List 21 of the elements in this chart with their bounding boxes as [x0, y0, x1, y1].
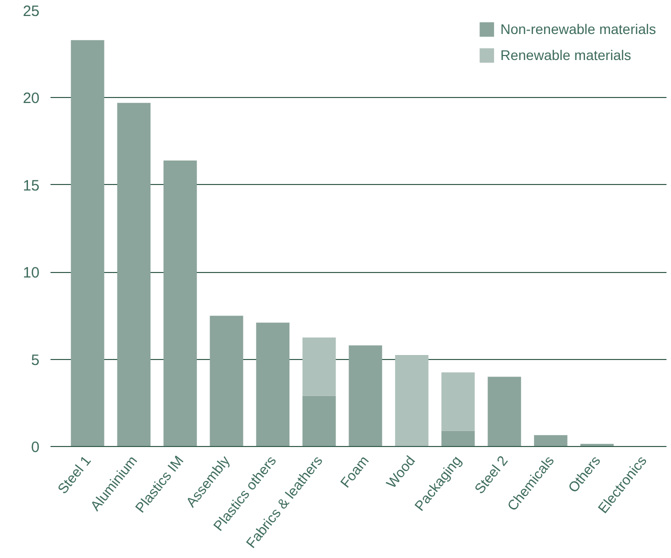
- y-tick-label: 0: [31, 439, 40, 456]
- legend-label: Renewable materials: [500, 47, 632, 63]
- bar: [441, 430, 475, 446]
- legend-label: Non-renewable materials: [500, 21, 656, 37]
- bar: [534, 435, 568, 446]
- y-tick-label: 5: [31, 352, 40, 369]
- bar: [256, 322, 290, 446]
- y-tick-label: 15: [22, 177, 40, 194]
- y-tick-label: 25: [22, 3, 40, 20]
- bar: [117, 102, 151, 446]
- bar: [210, 316, 244, 446]
- y-tick-label: 20: [22, 90, 40, 108]
- bar: [302, 338, 336, 396]
- bar: [441, 372, 475, 431]
- bar: [70, 40, 104, 446]
- bar: [164, 160, 197, 446]
- bar: [302, 396, 336, 446]
- bar: [395, 354, 428, 446]
- bar: [348, 345, 382, 446]
- bar: [488, 376, 522, 446]
- y-tick-label: 10: [22, 264, 40, 282]
